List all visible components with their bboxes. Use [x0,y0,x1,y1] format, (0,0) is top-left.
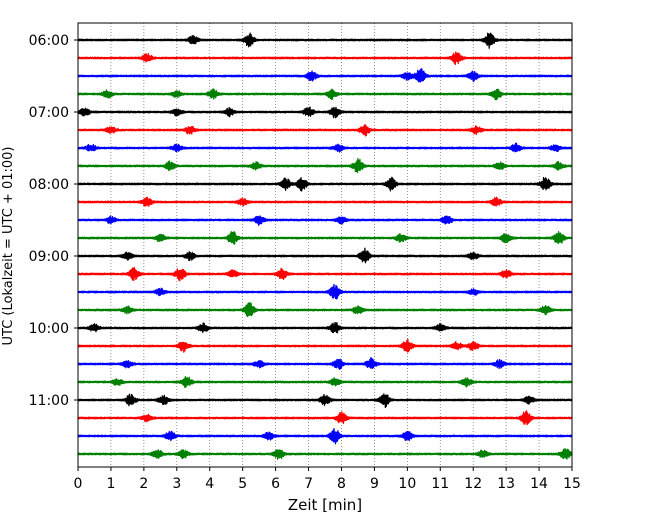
x-tick-label: 6 [271,476,280,492]
trace-0730 [77,142,573,153]
trace-0900 [77,247,573,264]
trace-0745 [77,157,573,174]
x-tick-label: 7 [304,476,313,492]
trace-0600 [77,32,573,49]
trace-0645 [77,88,573,101]
y-tick-label: 09:00 [29,249,69,265]
trace-0815 [77,196,573,207]
y-tick-label: 11:00 [29,393,69,409]
trace-1045 [77,376,573,388]
y-axis-ticks: 06:00 07:00 08:00 09:00 10:00 11:00 [29,33,78,409]
y-tick-label: 06:00 [29,33,69,49]
trace-group [77,32,573,460]
trace-1100 [77,393,573,409]
trace-0630 [77,68,573,83]
trace-1115 [77,410,573,426]
y-tick-label: 10:00 [29,321,69,337]
x-tick-label: 3 [172,476,181,492]
trace-0830 [77,215,573,226]
x-tick-label: 15 [563,476,581,492]
x-tick-label: 1 [106,476,115,492]
trace-0615 [77,51,573,66]
y-tick-label: 08:00 [29,177,69,193]
x-tick-label: 11 [431,476,449,492]
x-tick-label: 2 [139,476,148,492]
x-tick-label: 9 [370,476,379,492]
trace-0845 [77,231,573,245]
x-tick-label: 10 [398,476,416,492]
trace-1030 [77,356,573,370]
trace-0930 [77,283,573,300]
trace-1015 [77,338,573,353]
plot-frame [77,22,573,468]
x-axis-ticks: 0 1 2 3 4 5 6 7 8 9 10 11 12 13 14 15 [74,467,581,492]
trace-0700 [77,106,573,119]
trace-0800 [77,176,573,192]
x-tick-label: 5 [238,476,247,492]
x-tick-label: 14 [530,476,548,492]
trace-0945 [77,302,573,318]
trace-0915 [77,266,573,282]
x-tick-label: 4 [205,476,214,492]
x-tick-label: 0 [74,476,83,492]
x-tick-label: 12 [464,476,482,492]
x-tick-label: 8 [337,476,346,492]
trace-1130 [77,427,573,445]
trace-0715 [77,124,573,137]
x-tick-label: 13 [497,476,515,492]
y-tick-label: 07:00 [29,105,69,121]
y-axis-label: UTC (Lokalzeit = UTC + 01:00) [1,147,16,346]
trace-1145 [77,448,573,460]
vertical-grid [110,23,540,467]
trace-1000 [77,321,573,334]
x-axis-label: Zeit [min] [288,496,362,514]
